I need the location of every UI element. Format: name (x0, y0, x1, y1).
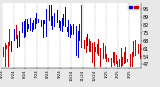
Bar (125, 48, 126, 63)
Bar (86, 37, 87, 53)
Bar (67, 27, 68, 32)
Bar (100, 48, 101, 67)
Bar (20, 17, 21, 38)
Bar (116, 55, 117, 64)
Bar (92, 43, 93, 63)
Bar (43, 20, 44, 38)
Bar (17, 35, 18, 48)
Bar (33, 20, 34, 30)
Bar (112, 56, 113, 61)
Bar (75, 22, 76, 38)
Bar (30, 18, 31, 31)
Bar (111, 58, 112, 67)
Bar (119, 59, 120, 67)
Bar (12, 35, 13, 60)
Bar (117, 61, 118, 67)
Bar (41, 20, 42, 27)
Bar (25, 19, 26, 37)
Bar (108, 58, 109, 62)
Bar (36, 13, 37, 24)
Bar (3, 47, 4, 57)
Bar (106, 54, 107, 62)
Bar (84, 40, 85, 49)
Bar (95, 47, 96, 52)
Bar (138, 44, 139, 54)
Legend: , : , (128, 4, 139, 10)
Bar (11, 41, 12, 52)
Bar (78, 31, 79, 58)
Bar (81, 5, 82, 48)
Bar (51, 5, 52, 26)
Bar (102, 54, 103, 67)
Bar (65, 7, 66, 27)
Bar (103, 43, 104, 59)
Bar (120, 53, 121, 67)
Bar (109, 47, 110, 62)
Bar (89, 39, 90, 52)
Bar (28, 24, 29, 29)
Bar (114, 52, 115, 66)
Bar (94, 42, 95, 67)
Bar (14, 29, 15, 41)
Bar (127, 59, 128, 62)
Bar (49, 5, 50, 21)
Bar (6, 45, 7, 49)
Bar (136, 54, 137, 55)
Bar (35, 18, 36, 29)
Bar (19, 31, 20, 47)
Bar (27, 19, 28, 32)
Bar (133, 41, 134, 57)
Bar (105, 46, 106, 59)
Bar (83, 38, 84, 53)
Bar (38, 19, 39, 23)
Bar (60, 21, 61, 31)
Bar (54, 13, 55, 27)
Bar (9, 29, 10, 46)
Bar (59, 20, 60, 28)
Bar (68, 20, 69, 37)
Bar (91, 42, 92, 56)
Bar (46, 9, 47, 37)
Bar (57, 10, 58, 23)
Bar (99, 42, 100, 59)
Bar (128, 52, 129, 67)
Bar (70, 24, 71, 38)
Bar (22, 22, 23, 33)
Bar (76, 26, 77, 56)
Bar (122, 57, 123, 66)
Bar (4, 41, 5, 63)
Bar (135, 40, 136, 56)
Bar (98, 39, 99, 56)
Bar (62, 18, 63, 32)
Bar (52, 16, 53, 30)
Bar (44, 20, 45, 24)
Bar (97, 44, 98, 54)
Bar (113, 52, 114, 63)
Bar (73, 24, 74, 35)
Bar (130, 54, 131, 67)
